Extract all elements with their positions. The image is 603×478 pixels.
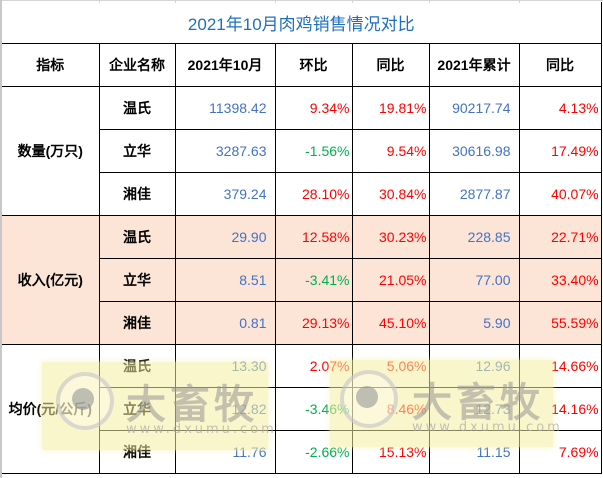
table-row: 数量(万只) 温氏 11398.42 9.34% 19.81% 90217.74… [2, 86, 602, 216]
sheet-gridline [519, 0, 520, 3]
yoy-cell[interactable]: 15.13% [351, 430, 430, 474]
mom-cell[interactable]: 28.10% [274, 172, 353, 216]
table-row: 湘佳 0.81 29.13% 45.10% 5.90 55.59% [2, 301, 602, 345]
month-value-cell[interactable]: 29.90 [174, 215, 276, 259]
header-row: 指标 企业名称 2021年10月 环比 同比 2021年累计 同比 [2, 43, 602, 87]
month-value-cell[interactable]: 13.30 [174, 344, 276, 388]
mom-cell[interactable]: 29.13% [274, 301, 353, 345]
header-yoy[interactable]: 同比 [351, 43, 430, 87]
month-value-cell[interactable]: 11.76 [174, 430, 276, 474]
sheet-gridline [275, 0, 276, 3]
table-row: 立华 3287.63 -1.56% 9.54% 30616.98 17.49% [2, 129, 602, 173]
ytd-value-cell[interactable]: 12.73 [428, 387, 520, 431]
yoy-cell[interactable]: 8.46% [351, 387, 430, 431]
table-row: 收入(亿元) 温氏 29.90 12.58% 30.23% 228.85 22.… [2, 215, 602, 345]
company-cell[interactable]: 湘佳 [98, 430, 176, 474]
header-month[interactable]: 2021年10月 [174, 43, 276, 87]
header-mom[interactable]: 环比 [274, 43, 353, 87]
ytd-value-cell[interactable]: 90217.74 [428, 86, 520, 130]
mom-cell[interactable]: -3.46% [274, 387, 353, 431]
ytd-yoy-cell[interactable]: 4.13% [518, 86, 602, 130]
ytd-value-cell[interactable]: 30616.98 [428, 129, 520, 173]
header-company[interactable]: 企业名称 [98, 43, 176, 87]
month-value-cell[interactable]: 12.82 [174, 387, 276, 431]
yoy-cell[interactable]: 21.05% [351, 258, 430, 302]
company-cell[interactable]: 温氏 [98, 344, 176, 388]
company-cell[interactable]: 温氏 [98, 215, 176, 259]
ytd-yoy-cell[interactable]: 55.59% [518, 301, 602, 345]
title-row: 2021年10月肉鸡销售情况对比 [2, 2, 602, 44]
ytd-value-cell[interactable]: 77.00 [428, 258, 520, 302]
sheet-gridline [352, 0, 353, 3]
ytd-yoy-cell[interactable]: 22.71% [518, 215, 602, 259]
ytd-yoy-cell[interactable]: 14.66% [518, 344, 602, 388]
month-value-cell[interactable]: 8.51 [174, 258, 276, 302]
company-cell[interactable]: 立华 [98, 387, 176, 431]
company-cell[interactable]: 温氏 [98, 86, 176, 130]
ytd-yoy-cell[interactable]: 40.07% [518, 172, 602, 216]
month-value-cell[interactable]: 379.24 [174, 172, 276, 216]
mom-cell[interactable]: 9.34% [274, 86, 353, 130]
table-title[interactable]: 2021年10月肉鸡销售情况对比 [2, 2, 602, 44]
ytd-yoy-cell[interactable]: 7.69% [518, 430, 602, 474]
company-cell[interactable]: 湘佳 [98, 172, 176, 216]
sheet-gridline-left [0, 0, 2, 478]
month-value-cell[interactable]: 0.81 [174, 301, 276, 345]
sheet-gridline-top [0, 0, 603, 1]
ytd-value-cell[interactable]: 2877.87 [428, 172, 520, 216]
ytd-value-cell[interactable]: 11.15 [428, 430, 520, 474]
yoy-cell[interactable]: 30.23% [351, 215, 430, 259]
mom-cell[interactable]: -3.41% [274, 258, 353, 302]
yoy-cell[interactable]: 9.54% [351, 129, 430, 173]
mom-cell[interactable]: 2.07% [274, 344, 353, 388]
ytd-yoy-cell[interactable]: 14.16% [518, 387, 602, 431]
ytd-value-cell[interactable]: 5.90 [428, 301, 520, 345]
company-cell[interactable]: 湘佳 [98, 301, 176, 345]
mom-cell[interactable]: 12.58% [274, 215, 353, 259]
sheet-gridline [175, 0, 176, 3]
header-ytd-yoy[interactable]: 同比 [518, 43, 602, 87]
month-value-cell[interactable]: 11398.42 [174, 86, 276, 130]
month-value-cell[interactable]: 3287.63 [174, 129, 276, 173]
sheet-gridline [429, 0, 430, 3]
yoy-cell[interactable]: 19.81% [351, 86, 430, 130]
indicator-revenue[interactable]: 收入(亿元) [2, 215, 100, 345]
yoy-cell[interactable]: 5.06% [351, 344, 430, 388]
mom-cell[interactable]: -1.56% [274, 129, 353, 173]
table-row: 均价(元/公斤) 温氏 13.30 2.07% 5.06% 12.96 14.6… [2, 344, 602, 474]
indicator-quantity[interactable]: 数量(万只) [2, 86, 100, 216]
yoy-cell[interactable]: 30.84% [351, 172, 430, 216]
ytd-yoy-cell[interactable]: 17.49% [518, 129, 602, 173]
indicator-avg-price[interactable]: 均价(元/公斤) [2, 344, 100, 474]
sheet-gridline [99, 0, 100, 3]
ytd-value-cell[interactable]: 228.85 [428, 215, 520, 259]
company-cell[interactable]: 立华 [98, 129, 176, 173]
ytd-value-cell[interactable]: 12.96 [428, 344, 520, 388]
company-cell[interactable]: 立华 [98, 258, 176, 302]
yoy-cell[interactable]: 45.10% [351, 301, 430, 345]
table-row: 湘佳 379.24 28.10% 30.84% 2877.87 40.07% [2, 172, 602, 216]
ytd-yoy-cell[interactable]: 33.40% [518, 258, 602, 302]
header-ytd[interactable]: 2021年累计 [428, 43, 520, 87]
mom-cell[interactable]: -2.66% [274, 430, 353, 474]
header-indicator[interactable]: 指标 [2, 43, 100, 87]
